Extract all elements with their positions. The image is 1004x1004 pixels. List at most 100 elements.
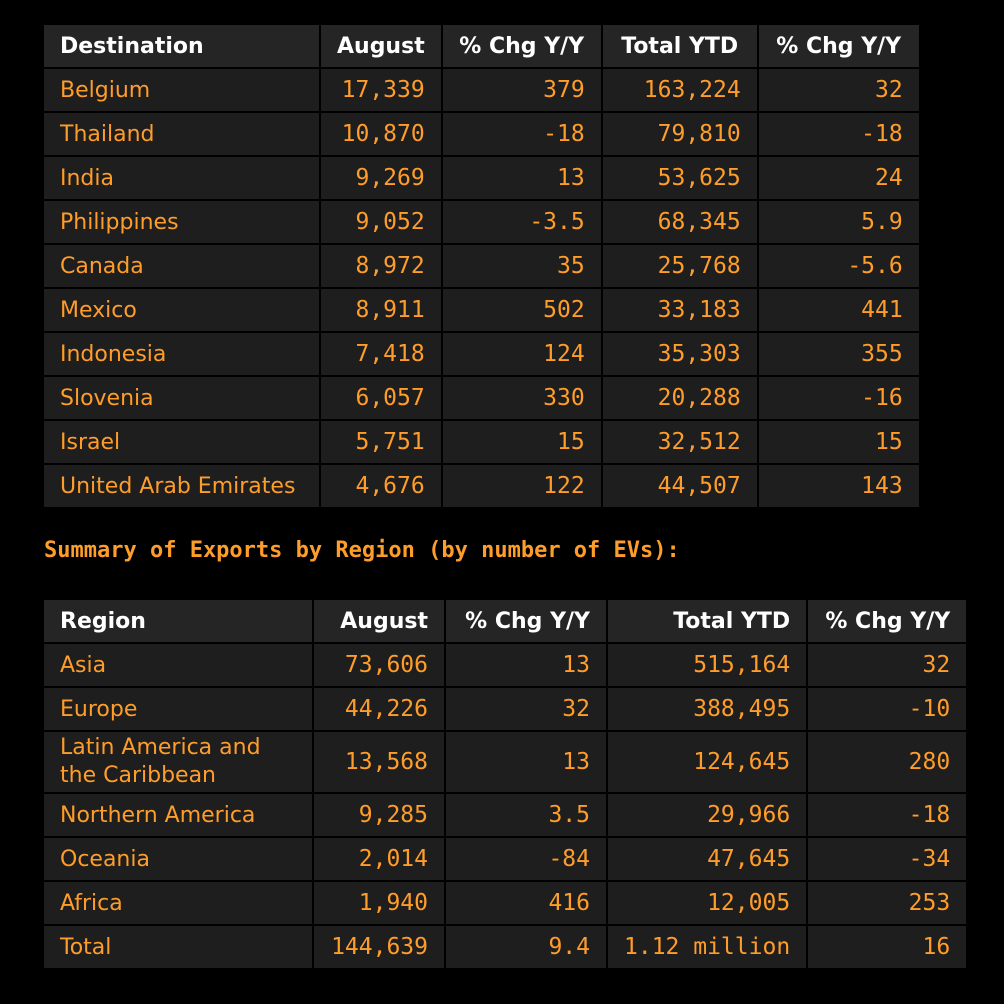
pct-chg-month-value: -84 [446, 838, 606, 880]
august-value: 8,911 [321, 289, 441, 331]
table-row: Latin America and the Caribbean 13,568 1… [44, 732, 967, 792]
destination-name: Indonesia [44, 333, 319, 375]
pct-chg-month-value: 379 [442, 69, 601, 111]
pct-chg-ytd-value: 5.9 [758, 201, 919, 243]
table-row: Slovenia 6,057 330 20,288 -16 [44, 377, 919, 419]
destination-header-row: Destination August % Chg Y/Y Total YTD %… [44, 25, 919, 67]
region-name: Latin America and the Caribbean [44, 732, 312, 792]
pct-chg-ytd-value: 32 [758, 69, 919, 111]
table-row: Philippines 9,052 -3.5 68,345 5.9 [44, 201, 919, 243]
august-value: 1,940 [314, 882, 444, 924]
table-row: Indonesia 7,418 124 35,303 355 [44, 333, 919, 375]
total-ytd-value: 33,183 [602, 289, 757, 331]
region-name: Asia [44, 644, 312, 686]
region-name: Total [44, 926, 312, 968]
august-value: 8,972 [321, 245, 441, 287]
pct-chg-month-value: 122 [442, 465, 601, 507]
august-value: 9,052 [321, 201, 441, 243]
header-total-ytd: Total YTD [608, 600, 807, 642]
total-ytd-value: 25,768 [602, 245, 757, 287]
total-ytd-value: 1.12 million [608, 926, 807, 968]
region-name: Africa [44, 882, 312, 924]
table-row: Mexico 8,911 502 33,183 441 [44, 289, 919, 331]
total-ytd-value: 53,625 [602, 157, 757, 199]
pct-chg-ytd-value: -18 [808, 794, 967, 836]
region-header-row: Region August % Chg Y/Y Total YTD % Chg … [44, 600, 967, 642]
destination-name: Thailand [44, 113, 319, 155]
total-ytd-value: 12,005 [608, 882, 807, 924]
pct-chg-ytd-value: 143 [758, 465, 919, 507]
region-name: Oceania [44, 838, 312, 880]
header-total-ytd: Total YTD [602, 25, 757, 67]
total-ytd-value: 68,345 [602, 201, 757, 243]
august-value: 10,870 [321, 113, 441, 155]
region-name: Europe [44, 688, 312, 730]
pct-chg-ytd-value: 441 [758, 289, 919, 331]
total-ytd-value: 47,645 [608, 838, 807, 880]
august-value: 73,606 [314, 644, 444, 686]
table-row: India 9,269 13 53,625 24 [44, 157, 919, 199]
header-pct-chg-ytd: % Chg Y/Y [808, 600, 967, 642]
table-row: Asia 73,606 13 515,164 32 [44, 644, 967, 686]
table-row: Oceania 2,014 -84 47,645 -34 [44, 838, 967, 880]
pct-chg-month-value: 416 [446, 882, 606, 924]
august-value: 13,568 [314, 732, 444, 792]
region-section-title: Summary of Exports by Region (by number … [44, 538, 680, 563]
total-ytd-value: 44,507 [602, 465, 757, 507]
total-ytd-value: 20,288 [602, 377, 757, 419]
pct-chg-ytd-value: 32 [808, 644, 967, 686]
august-value: 9,285 [314, 794, 444, 836]
pct-chg-ytd-value: 355 [758, 333, 919, 375]
destination-name: India [44, 157, 319, 199]
table-row: Africa 1,940 416 12,005 253 [44, 882, 967, 924]
pct-chg-ytd-value: -34 [808, 838, 967, 880]
total-row: Total 144,639 9.4 1.12 million 16 [44, 926, 967, 968]
table-row: Canada 8,972 35 25,768 -5.6 [44, 245, 919, 287]
table-row: Israel 5,751 15 32,512 15 [44, 421, 919, 463]
pct-chg-ytd-value: -10 [808, 688, 967, 730]
pct-chg-ytd-value: 16 [808, 926, 967, 968]
table-row: United Arab Emirates 4,676 122 44,507 14… [44, 465, 919, 507]
pct-chg-month-value: 13 [446, 732, 606, 792]
august-value: 17,339 [321, 69, 441, 111]
august-value: 2,014 [314, 838, 444, 880]
table-row: Northern America 9,285 3.5 29,966 -18 [44, 794, 967, 836]
region-table: Region August % Chg Y/Y Total YTD % Chg … [42, 598, 969, 970]
pct-chg-month-value: -18 [442, 113, 601, 155]
destination-name: Belgium [44, 69, 319, 111]
total-ytd-value: 32,512 [602, 421, 757, 463]
pct-chg-ytd-value: 24 [758, 157, 919, 199]
table-row: Thailand 10,870 -18 79,810 -18 [44, 113, 919, 155]
pct-chg-month-value: 35 [442, 245, 601, 287]
table-row: Belgium 17,339 379 163,224 32 [44, 69, 919, 111]
pct-chg-ytd-value: 253 [808, 882, 967, 924]
pct-chg-month-value: 124 [442, 333, 601, 375]
pct-chg-month-value: 330 [442, 377, 601, 419]
header-august: August [321, 25, 441, 67]
region-name: Northern America [44, 794, 312, 836]
destination-name: Mexico [44, 289, 319, 331]
pct-chg-month-value: -3.5 [442, 201, 601, 243]
august-value: 5,751 [321, 421, 441, 463]
pct-chg-month-value: 502 [442, 289, 601, 331]
total-ytd-value: 124,645 [608, 732, 807, 792]
august-value: 9,269 [321, 157, 441, 199]
pct-chg-ytd-value: 280 [808, 732, 967, 792]
pct-chg-month-value: 3.5 [446, 794, 606, 836]
pct-chg-ytd-value: 15 [758, 421, 919, 463]
pct-chg-ytd-value: -5.6 [758, 245, 919, 287]
header-pct-chg-month: % Chg Y/Y [442, 25, 601, 67]
pct-chg-month-value: 15 [442, 421, 601, 463]
august-value: 4,676 [321, 465, 441, 507]
total-ytd-value: 29,966 [608, 794, 807, 836]
header-pct-chg-month: % Chg Y/Y [446, 600, 606, 642]
total-ytd-value: 79,810 [602, 113, 757, 155]
destination-table: Destination August % Chg Y/Y Total YTD %… [42, 23, 921, 509]
august-value: 7,418 [321, 333, 441, 375]
destination-name: Slovenia [44, 377, 319, 419]
august-value: 144,639 [314, 926, 444, 968]
header-august: August [314, 600, 444, 642]
header-region: Region [44, 600, 312, 642]
pct-chg-month-value: 13 [442, 157, 601, 199]
table-row: Europe 44,226 32 388,495 -10 [44, 688, 967, 730]
